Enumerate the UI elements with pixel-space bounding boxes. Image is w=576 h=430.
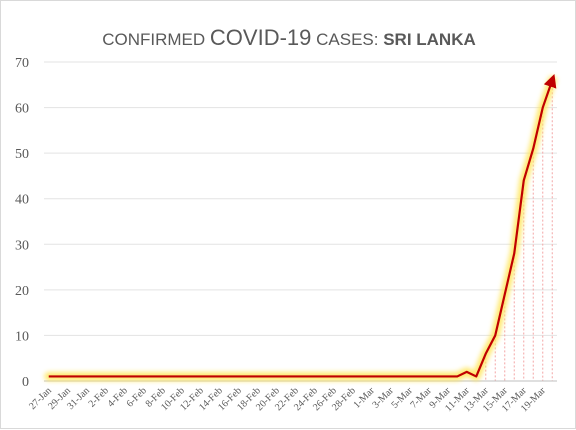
grid-lines	[44, 61, 557, 336]
y-tick-label: 70	[15, 56, 29, 71]
x-axis-tick-labels: 27-Jan29-Jan31-Jan2-Feb4-Feb6-Feb8-Feb10…	[27, 385, 548, 414]
title-part-1: CONFIRMED	[102, 30, 210, 49]
y-axis-tick-labels: 0 10 20 30 40 50 60 70	[15, 56, 29, 390]
y-tick-label: 20	[15, 284, 29, 299]
y-tick-label: 50	[15, 147, 29, 162]
title-part-2: COVID-19	[210, 25, 311, 50]
series-glow	[44, 75, 557, 381]
y-tick-label: 30	[15, 238, 29, 253]
title-part-3: CASES:	[311, 30, 383, 49]
title-part-4: SRI LANKA	[383, 30, 476, 49]
x-tick-label: 6-Feb	[125, 385, 149, 409]
y-tick-label: 40	[15, 193, 29, 208]
y-tick-label: 0	[22, 375, 29, 390]
x-tick-label: 2-Feb	[87, 385, 111, 409]
x-tick-label: 31-Jan	[65, 385, 92, 412]
y-tick-label: 10	[15, 329, 29, 344]
series-line	[48, 73, 557, 378]
chart-title: CONFIRMED COVID-19 CASES: SRI LANKA	[102, 25, 476, 50]
x-tick-label: 4-Feb	[106, 385, 130, 409]
y-tick-label: 60	[15, 102, 29, 117]
